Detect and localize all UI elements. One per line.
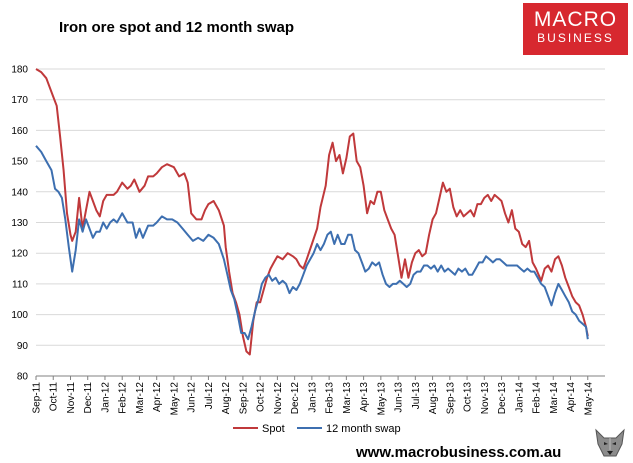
x-tick-label: Sep-11 [32,382,43,414]
x-tick-label: Oct-11 [49,382,60,412]
x-tick-label: Oct-13 [463,382,474,412]
x-tick-label: May-13 [376,382,387,416]
x-tick-label: May-12 [169,382,180,416]
x-tick-label: Nov-12 [273,382,284,415]
series-line-spot [35,68,589,356]
series-line-swap [35,145,589,341]
chart-title: Iron ore spot and 12 month swap [59,19,295,36]
x-tick-label: May-14 [583,382,594,416]
x-tick-label: Sep-13 [445,382,456,415]
x-tick-label: Jul-12 [204,382,215,410]
wolf-head-icon [595,428,625,457]
x-tick-label: Feb-14 [532,382,543,414]
y-tick-label: 150 [11,157,28,168]
x-tick-label: Oct-12 [256,382,267,412]
website-url[interactable]: www.macrobusiness.com.au [356,444,562,461]
x-axis: Sep-11 Oct-11 Nov-11 Dec-11 Jan-12 Feb-12 Mar-… [32,375,605,416]
y-tick-label: 100 [11,310,28,321]
x-tick-label: Aug-12 [221,382,232,415]
macrobusiness-logo[interactable]: MACRO BUSINESS [523,3,628,55]
x-tick-label: Apr-13 [359,382,370,412]
y-tick-label: 180 [11,65,28,76]
x-tick-label: Sep-12 [238,382,249,415]
y-tick-label: 130 [11,218,28,229]
x-tick-label: Nov-13 [480,382,491,415]
y-tick-label: 170 [11,95,28,106]
x-tick-label: Aug-13 [428,382,439,415]
x-tick-label: Apr-14 [566,382,577,412]
x-tick-label: Jan-13 [307,382,318,413]
y-tick-label: 140 [11,187,28,198]
x-tick-label: Jan-14 [514,382,525,413]
y-tick-label: 160 [11,126,28,137]
x-tick-label: Feb-12 [118,382,129,414]
legend-label: 12 month swap [326,423,401,435]
logo-line-2: BUSINESS [537,31,614,45]
x-tick-label: Feb-13 [325,382,336,414]
x-tick-label: Jan-12 [100,382,111,413]
x-tick-label: Apr-12 [152,382,163,412]
y-tick-label: 90 [17,341,29,352]
legend-label: Spot [262,423,285,435]
x-tick-label: Jun-13 [394,382,405,413]
y-axis-ticks: 80 90 100 110 120 130 140 150 160 170 180 [11,65,28,383]
y-tick-label: 110 [12,279,28,290]
logo-line-1: MACRO [533,8,618,31]
y-tick-label: 80 [17,372,29,383]
x-tick-label: Mar-14 [549,382,560,414]
x-tick-label: Jul-13 [411,382,422,410]
x-tick-label: Dec-13 [497,382,508,415]
series-group [35,68,589,356]
legend: Spot 12 month swap [233,423,401,435]
x-tick-label: Mar-13 [342,382,353,414]
x-tick-label: Dec-12 [290,382,301,415]
x-tick-label: Nov-11 [66,382,77,414]
x-tick-label: Mar-12 [135,382,146,414]
x-tick-label: Jun-12 [187,382,198,413]
gridlines [36,68,605,346]
y-tick-label: 120 [11,249,28,260]
x-tick-label: Dec-11 [83,382,94,414]
